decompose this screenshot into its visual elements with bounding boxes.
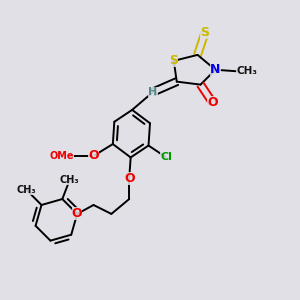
Text: S: S [200,26,209,39]
Text: O: O [88,149,99,162]
Text: CH₃: CH₃ [17,185,37,195]
Text: CH₃: CH₃ [60,175,80,185]
Text: CH₃: CH₃ [236,66,257,76]
Text: H: H [148,87,158,97]
Text: O: O [124,172,134,185]
Text: Cl: Cl [160,152,172,162]
Text: O: O [207,96,218,109]
Text: N: N [210,63,220,76]
Text: OMe: OMe [50,151,74,161]
Text: O: O [72,207,83,220]
Text: S: S [169,54,178,67]
